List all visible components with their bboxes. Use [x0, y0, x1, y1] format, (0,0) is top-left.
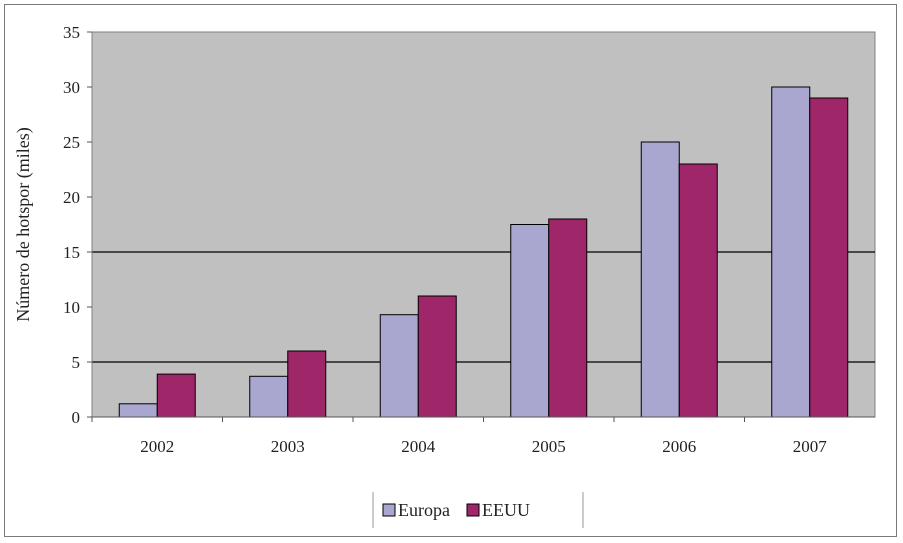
bar-eeuu-2005: [548, 218, 588, 418]
x-tick-label: 2002: [140, 437, 174, 456]
legend-swatch-eeuu: [466, 503, 480, 517]
x-tick-label: 2005: [532, 437, 566, 456]
bar-eeuu-2007: [809, 97, 849, 418]
x-tick-label: 2003: [271, 437, 305, 456]
bar-eeuu-2006: [678, 163, 718, 418]
legend: Europa EEUU: [372, 492, 584, 528]
legend-swatch-europa: [382, 503, 396, 517]
y-tick-label: 15: [63, 243, 80, 262]
gridlines: [92, 251, 875, 363]
bar-eeuu-2002: [156, 373, 196, 418]
bar-europa-2007: [771, 86, 811, 418]
legend-label-eeuu: EEUU: [482, 500, 530, 520]
bar-europa-2005: [510, 224, 550, 418]
bar-eeuu-2003: [287, 350, 327, 418]
chart-frame: 0 5 10 15 20 25 30 35 2002 2003 2004 2005 2006 2007 …: [4, 4, 897, 537]
y-axis-ticks: 0 5 10 15 20 25 30 35: [63, 23, 93, 427]
x-tick-label: 2007: [793, 437, 828, 456]
bar-europa-2004: [379, 314, 419, 418]
y-tick-label: 0: [72, 408, 81, 427]
bar-europa-2006: [640, 141, 680, 418]
x-tick-label: 2004: [401, 437, 436, 456]
bar-europa-2002: [118, 403, 158, 418]
y-tick-label: 5: [72, 353, 81, 372]
y-tick-label: 25: [63, 133, 80, 152]
x-axis-ticks: 2002 2003 2004 2005 2006 2007: [91, 416, 875, 456]
y-tick-label: 20: [63, 188, 80, 207]
bar-eeuu-2004: [417, 295, 457, 418]
y-axis-label: Número de hotspor (miles): [13, 127, 34, 321]
x-tick-label: 2006: [662, 437, 696, 456]
y-tick-label: 35: [63, 23, 80, 42]
legend-label-europa: Europa: [398, 500, 450, 520]
bar-europa-2003: [249, 375, 289, 418]
plot-area: [91, 31, 876, 418]
y-tick-label: 30: [63, 78, 80, 97]
bars: [118, 86, 849, 418]
y-tick-label: 10: [63, 298, 80, 317]
